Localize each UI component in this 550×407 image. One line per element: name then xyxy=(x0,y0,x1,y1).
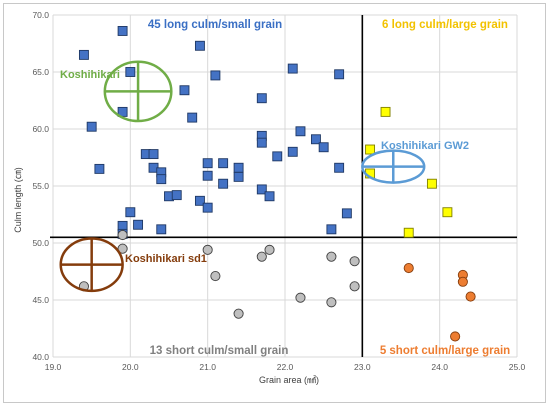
koshihikari-label: Koshihikari xyxy=(60,69,120,81)
x-tick-label: 24.0 xyxy=(431,362,448,372)
long-small-point xyxy=(287,63,298,74)
short-small-point xyxy=(117,229,128,241)
chart-frame: 19.0 20.0 21.0 22.0 23.0 24.0 25.0 40.0 45.0 50.0… xyxy=(3,3,546,403)
long-small-point xyxy=(179,85,190,96)
x-tick-label: 23.0 xyxy=(354,362,371,372)
short-large-point xyxy=(465,291,476,302)
y-tick-label: 60.0 xyxy=(32,124,49,134)
short-small-point xyxy=(202,244,213,255)
quadrant-labels: 45 long culm/small grain 6 long culm/larg… xyxy=(148,19,510,357)
variety-markers: Koshihikari Koshihikari GW2 Koshihikari sd… xyxy=(59,60,469,293)
short-small-point xyxy=(117,243,128,254)
long-small-point xyxy=(256,93,267,104)
long-small-point xyxy=(125,67,136,77)
scatter-chart: 19.0 20.0 21.0 22.0 23.0 24.0 25.0 40.0 45.0 50.0… xyxy=(13,10,526,385)
long-small-point xyxy=(334,69,345,80)
long-small-point xyxy=(187,112,198,123)
short-large-point xyxy=(403,263,414,274)
long-small-point xyxy=(341,208,352,219)
y-tick-label: 55.0 xyxy=(32,181,49,191)
tick-labels: 19.0 20.0 21.0 22.0 23.0 24.0 25.0 40.0 45.0 50.0… xyxy=(32,10,525,372)
short-large-quadrant-label: 5 short culm/large grain xyxy=(380,345,510,357)
long-small-point xyxy=(171,190,182,201)
short-large-point xyxy=(450,331,461,342)
long-large-quadrant-label: 6 long culm/large grain xyxy=(382,19,508,31)
x-tick-label: 22.0 xyxy=(277,362,294,372)
long-small-quadrant-label: 45 long culm/small grain xyxy=(148,19,282,31)
short-small-point xyxy=(233,308,244,319)
x-tick-label: 19.0 xyxy=(45,362,62,372)
long-small-point xyxy=(210,70,221,81)
long-small-point xyxy=(94,163,105,174)
long-large-point xyxy=(365,144,376,155)
long-small-point xyxy=(194,195,205,206)
long-small-point xyxy=(334,162,345,173)
long-small-point xyxy=(156,224,167,235)
long-small-point xyxy=(318,142,329,153)
short-large-point xyxy=(457,276,468,287)
gw2-label: Koshihikari GW2 xyxy=(381,140,469,152)
long-small-point xyxy=(287,146,298,157)
short-small-point xyxy=(326,297,337,308)
long-small-point xyxy=(256,184,267,195)
long-small-point xyxy=(202,170,213,181)
short-small-point xyxy=(349,281,360,292)
threshold-lines xyxy=(50,15,517,357)
long-small-point xyxy=(148,149,159,160)
long-small-point xyxy=(295,126,306,137)
data-points xyxy=(78,26,476,342)
long-large-point xyxy=(380,106,391,117)
long-small-point xyxy=(86,121,97,132)
y-tick-label: 45.0 xyxy=(32,295,49,305)
y-tick-label: 70.0 xyxy=(32,10,49,20)
long-small-point xyxy=(78,49,89,60)
long-small-point xyxy=(218,158,229,169)
long-small-point xyxy=(117,26,128,36)
long-small-point xyxy=(202,158,213,169)
long-large-point xyxy=(426,178,437,189)
x-tick-label: 21.0 xyxy=(199,362,216,372)
short-small-quadrant-label: 13 short culm/small grain xyxy=(150,345,289,357)
x-tick-label: 25.0 xyxy=(509,362,526,372)
long-small-point xyxy=(218,178,229,189)
long-small-point xyxy=(233,162,244,173)
short-small-point xyxy=(349,256,360,267)
long-small-point xyxy=(133,219,144,230)
long-small-point xyxy=(256,137,267,148)
long-small-point xyxy=(202,202,213,213)
y-axis-title: Culm length (㎝) xyxy=(13,167,23,233)
long-small-point xyxy=(156,174,167,185)
short-small-point xyxy=(256,251,267,262)
long-small-point xyxy=(326,224,337,235)
sd1-label: Koshihikari sd1 xyxy=(125,253,207,265)
long-large-point xyxy=(442,207,453,218)
y-tick-label: 50.0 xyxy=(32,238,49,248)
short-small-point xyxy=(210,271,221,282)
short-small-point xyxy=(326,251,337,262)
long-small-point xyxy=(194,40,205,51)
long-large-point xyxy=(403,227,414,238)
x-axis-title: Grain area (㎟) xyxy=(259,375,319,385)
long-small-point xyxy=(272,151,283,162)
y-tick-label: 40.0 xyxy=(32,352,49,362)
x-tick-label: 20.0 xyxy=(122,362,139,372)
long-small-point xyxy=(125,207,136,218)
short-small-point xyxy=(264,244,275,255)
short-small-point xyxy=(295,292,306,303)
long-small-point xyxy=(310,134,321,145)
y-tick-label: 65.0 xyxy=(32,67,49,77)
long-small-point xyxy=(233,171,244,182)
long-small-point xyxy=(264,191,275,202)
